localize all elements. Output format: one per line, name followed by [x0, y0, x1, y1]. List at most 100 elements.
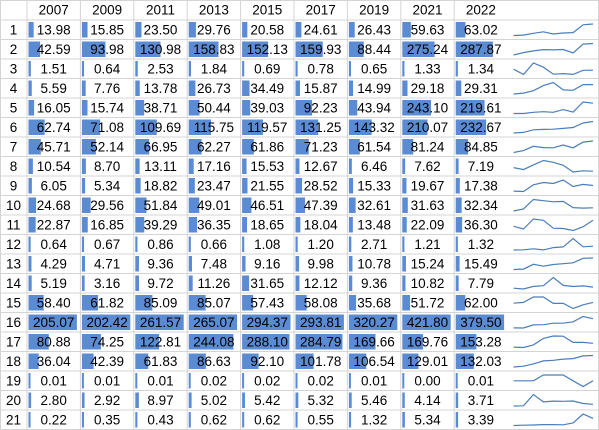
data-bar [135, 61, 138, 77]
data-bar [28, 178, 32, 194]
cell: 0.02 [201, 373, 227, 388]
data-bar [242, 119, 263, 135]
sparkline [513, 159, 594, 173]
column-header: 2013 [199, 3, 229, 18]
row-label: 21 [6, 412, 21, 427]
cell: 5.32 [308, 393, 334, 408]
data-bar [135, 256, 139, 272]
cell: 5.02 [201, 393, 227, 408]
cell: 57.43 [250, 295, 284, 310]
data-bar [28, 119, 45, 135]
sparkline [513, 374, 594, 388]
data-bar [81, 334, 101, 350]
data-bar [81, 178, 86, 194]
cell: 10.82 [411, 276, 445, 291]
data-bar [455, 295, 466, 311]
cell: 15.33 [357, 178, 391, 193]
data-bar [188, 217, 198, 233]
sparkline [513, 413, 594, 427]
row-label: 10 [6, 198, 21, 213]
data-bar [28, 353, 39, 369]
cell: 12.67 [304, 159, 338, 174]
cell: 9.16 [254, 256, 280, 271]
row-label: 13 [6, 256, 21, 271]
data-bar [295, 353, 314, 369]
cell: 7.19 [468, 159, 494, 174]
data-bar [295, 119, 319, 135]
data-bar [455, 61, 458, 77]
column-header: 2017 [306, 3, 336, 18]
data-bar [28, 80, 32, 96]
data-bar [402, 236, 405, 252]
cell: 74.25 [90, 334, 124, 349]
cell: 219.61 [460, 100, 501, 115]
data-bar [188, 314, 238, 330]
data-bar [295, 334, 343, 350]
data-bar [188, 100, 200, 116]
data-bar [348, 217, 353, 233]
cell: 5.19 [41, 276, 67, 291]
data-bar [188, 256, 193, 272]
data-bar [28, 373, 31, 389]
row-label: 3 [10, 61, 18, 76]
cell: 6.46 [361, 159, 387, 174]
cell: 7.79 [468, 276, 494, 291]
data-bar [188, 80, 196, 96]
cell: 50.44 [197, 100, 231, 115]
data-bar [81, 139, 96, 155]
cell: 0.01 [147, 373, 173, 388]
data-bar [295, 158, 300, 174]
cell: 62.27 [197, 139, 231, 154]
cell: 4.14 [414, 393, 441, 408]
cell: 15.49 [464, 256, 498, 271]
cell: 47.39 [304, 198, 338, 213]
cell: 0.67 [94, 237, 120, 252]
sparkline [513, 296, 594, 310]
cell: 9.98 [308, 256, 334, 271]
data-bar [135, 275, 140, 291]
data-bar [295, 275, 300, 291]
cell: 13.48 [357, 217, 391, 232]
cell: 59.63 [411, 22, 445, 37]
data-bar [135, 197, 147, 213]
data-bar [242, 178, 248, 194]
data-bar [455, 373, 458, 389]
row-label: 6 [10, 120, 18, 135]
cell: 71.08 [90, 120, 124, 135]
cell: 10.54 [37, 159, 71, 174]
data-bar [455, 353, 474, 369]
cell: 18.04 [304, 217, 338, 232]
cell: 81.24 [411, 139, 445, 154]
cell: 129.01 [407, 354, 448, 369]
data-bar [188, 295, 206, 311]
cell: 32.34 [464, 198, 498, 213]
data-bar [28, 22, 34, 38]
cell: 14.99 [357, 81, 391, 96]
cell: 29.76 [197, 22, 231, 37]
row-label: 14 [6, 276, 22, 291]
column-header: 2009 [92, 3, 122, 18]
cell: 159.93 [300, 42, 341, 57]
cell: 0.55 [308, 412, 334, 427]
cell: 1.51 [41, 61, 67, 76]
cell: 28.52 [304, 178, 338, 193]
data-bar [188, 61, 192, 77]
cell: 421.80 [407, 315, 448, 330]
data-bar [402, 334, 423, 350]
data-bar [242, 256, 246, 272]
cell: 43.94 [357, 100, 391, 115]
cell: 379.50 [460, 315, 501, 330]
data-bar [402, 314, 451, 330]
cell: 51.72 [411, 295, 445, 310]
sparkline [513, 62, 594, 76]
cell: 20.58 [250, 22, 284, 37]
cell: 15.85 [90, 22, 124, 37]
data-bar [242, 236, 245, 252]
data-bar [295, 314, 344, 330]
data-bar [455, 139, 469, 155]
data-bar [242, 217, 248, 233]
row-label: 17 [6, 334, 21, 349]
cell: 12.12 [304, 276, 338, 291]
sparkline [513, 276, 594, 290]
cell: 101.78 [300, 354, 341, 369]
